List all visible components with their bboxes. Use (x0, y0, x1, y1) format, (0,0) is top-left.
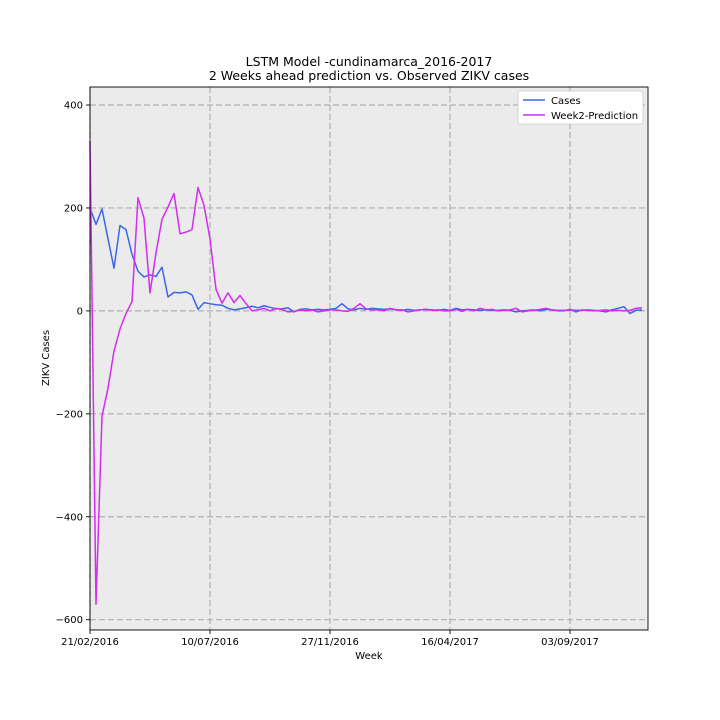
chart-title-line2: 2 Weeks ahead prediction vs. Observed ZI… (209, 68, 529, 83)
series-lines (89, 141, 643, 606)
legend-box (517, 90, 644, 125)
x-tick-label: 10/07/2016 (181, 637, 239, 648)
x-tick-label: 03/09/2017 (541, 637, 599, 648)
y-tick-label: −600 (56, 615, 83, 626)
plot-frame (89, 86, 649, 631)
y-tick-label: 0 (77, 306, 83, 317)
legend-prediction-label: Week2-Prediction (551, 111, 638, 122)
y-axis: −600 −400 −200 0 200 400 (56, 101, 90, 626)
y-tick-label: −400 (56, 512, 83, 523)
series-line-1 (89, 141, 643, 606)
y-axis-label: ZIKV Cases (41, 330, 52, 386)
x-tick-label: 16/04/2017 (421, 637, 479, 648)
x-axis-label: Week (355, 651, 383, 662)
x-axis: 21/02/2016 10/07/2016 27/11/2016 16/04/2017… (61, 630, 599, 648)
y-tick-label: 400 (64, 101, 83, 112)
chart-title-line1: LSTM Model -cundinamarca_2016-2017 (246, 54, 493, 69)
x-tick-label: 27/11/2016 (301, 637, 359, 648)
plot-area (90, 87, 648, 630)
legend: Cases Week2-Prediction (517, 90, 644, 125)
x-tick-label: 21/02/2016 (61, 637, 119, 648)
legend-cases-label: Cases (551, 96, 581, 107)
y-tick-label: −200 (56, 409, 83, 420)
y-tick-label: 200 (64, 203, 83, 214)
